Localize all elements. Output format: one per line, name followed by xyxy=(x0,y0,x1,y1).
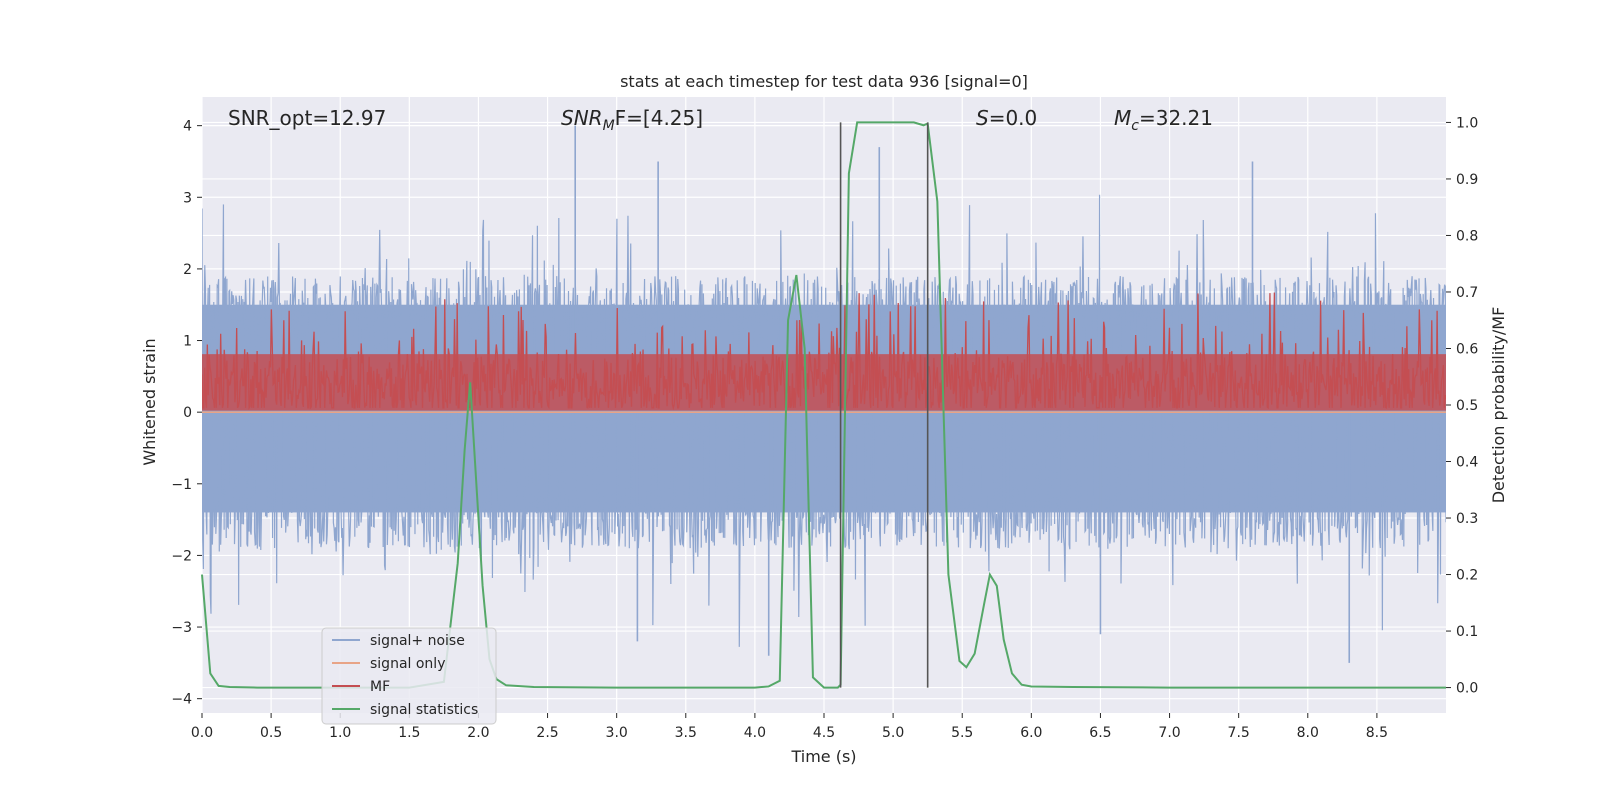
x-tick-label-10: 5.0 xyxy=(882,725,904,741)
x-tick-label-5: 2.5 xyxy=(536,725,558,741)
x-tick-label-2: 1.0 xyxy=(329,725,351,741)
annotation-snr-opt: SNR_opt=12.97 xyxy=(228,106,386,130)
x-tick-label-17: 8.5 xyxy=(1366,725,1388,741)
signal-statistics-series xyxy=(201,121,1446,689)
y-left-tick-label-5: 1 xyxy=(183,334,192,350)
y-left-tick-label-0: −4 xyxy=(171,692,192,708)
x-tick-label-14: 7.0 xyxy=(1158,725,1180,741)
annotation-mc-value: =32.21 xyxy=(1139,106,1213,130)
vertical-markers xyxy=(839,122,929,688)
legend-box xyxy=(321,627,497,725)
annotation-snr-mf-sub: M xyxy=(603,118,615,134)
y-left-tick-label-2: −2 xyxy=(171,548,192,564)
x-axis-label: Time (s) xyxy=(790,747,856,766)
annotation-mc-var: M xyxy=(1114,106,1131,130)
annotation-snr-mf-value: F=[4.25] xyxy=(615,106,703,130)
x-tick-label-7: 3.5 xyxy=(675,725,697,741)
x-tick-label-4: 2.0 xyxy=(467,725,489,741)
axes: 0.0 0.5 1.0 1.5 2.0 2.5 3.0 3.5 4.0 4.5 5.0 5.5 6.0 6… xyxy=(171,115,1478,741)
legend-label-mf: MF xyxy=(370,679,390,695)
y-right-tick-label-6: 0.6 xyxy=(1456,341,1478,357)
annotation-s: S=0.0 xyxy=(976,106,1037,130)
annotation-s-value: =0.0 xyxy=(989,106,1038,130)
legend-label-signal-only: signal only xyxy=(370,656,445,672)
x-tick-label-11: 5.5 xyxy=(951,725,973,741)
y-left-tick-label-1: −3 xyxy=(171,620,192,636)
y-right-tick-label-7: 0.7 xyxy=(1456,285,1478,301)
y-right-tick-label-2: 0.2 xyxy=(1456,568,1478,584)
y-right-tick-label-8: 0.8 xyxy=(1456,228,1478,244)
y-axis-label-left: Whitened strain xyxy=(140,338,159,465)
y-left-tick-label-8: 4 xyxy=(183,119,192,135)
y-right-tick-label-1: 0.1 xyxy=(1456,624,1478,640)
annotation-snr-mf-var: SNR xyxy=(561,106,603,130)
annotation-mc: Mc=32.21 xyxy=(1114,106,1213,134)
legend-label-signal-noise: signal+ noise xyxy=(370,633,465,649)
legend-label-signal-statistics: signal statistics xyxy=(370,702,478,718)
mf-line xyxy=(202,292,1446,411)
annotation-snr-mf: SNRMF=[4.25] xyxy=(561,106,703,134)
y-left-tick-label-7: 3 xyxy=(183,190,192,206)
x-tick-label-13: 6.5 xyxy=(1089,725,1111,741)
y-axis-label-right: Detection probability/MF xyxy=(1489,307,1508,504)
x-tick-label-1: 0.5 xyxy=(260,725,282,741)
y-right-tick-label-4: 0.4 xyxy=(1456,455,1478,471)
annotation-mc-sub: c xyxy=(1131,118,1139,134)
y-right-tick-label-0: 0.0 xyxy=(1456,681,1478,697)
y-left-tick-label-4: 0 xyxy=(183,405,192,421)
y-right-tick-label-10: 1.0 xyxy=(1456,115,1478,131)
y-left-tick-label-6: 2 xyxy=(183,262,192,278)
mf-series xyxy=(202,292,1446,411)
x-tick-label-9: 4.5 xyxy=(813,725,835,741)
x-tick-label-15: 7.5 xyxy=(1228,725,1250,741)
y-right-tick-label-5: 0.5 xyxy=(1456,398,1478,414)
x-tick-label-12: 6.0 xyxy=(1020,725,1042,741)
x-tick-label-8: 4.0 xyxy=(744,725,766,741)
legend: signal+ noise signal only MF signal stat… xyxy=(321,627,497,725)
y-right-tick-label-3: 0.3 xyxy=(1456,511,1478,527)
x-tick-label-16: 8.0 xyxy=(1297,725,1319,741)
x-tick-label-3: 1.5 xyxy=(398,725,420,741)
x-tick-label-6: 3.0 xyxy=(606,725,628,741)
y-left-tick-label-3: −1 xyxy=(171,477,192,493)
signal-statistics-line xyxy=(201,121,1446,689)
y-right-tick-label-9: 0.9 xyxy=(1456,172,1478,188)
signal-noise-line xyxy=(202,194,1446,647)
chart-title: stats at each timestep for test data 936… xyxy=(620,72,1028,91)
annotation-s-var: S xyxy=(976,106,989,130)
x-tick-label-0: 0.0 xyxy=(191,725,213,741)
